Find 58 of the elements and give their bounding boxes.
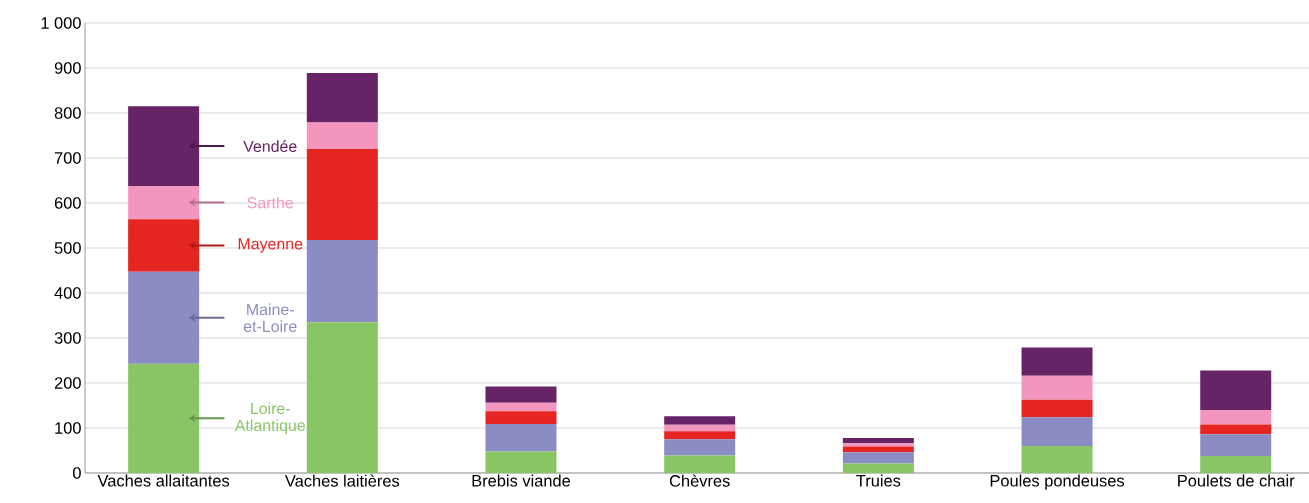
bar [306,122,378,149]
bar [842,452,914,464]
bar [1200,370,1272,410]
bar [842,437,914,444]
bar [842,446,914,453]
bar [485,386,557,403]
bar [128,363,200,473]
x-tick-label: Vaches laitières [284,474,400,487]
x-tick-label: Vaches allaitantes [97,474,230,487]
y-tick-label: 0 [73,467,81,479]
x-tick-label: Brebis viande [472,474,571,487]
bar [485,402,557,412]
bar [1200,409,1272,425]
x-tick-label: Poules pondeuses [990,474,1125,490]
y-tick-label: 800 [54,107,81,119]
bar [128,185,200,220]
y-tick-label: 100 [55,422,81,434]
bar [1200,434,1272,456]
bar [485,411,557,424]
text: Sarthe [247,196,293,209]
x-tick-label: Chèvres [669,474,730,487]
bar [306,239,378,323]
x-tick-label: Poulets de chair [1178,474,1295,487]
x-tick-label: Truies [856,474,901,487]
bar [485,423,557,452]
bar [306,322,378,473]
bar [1021,445,1093,473]
bar [1021,347,1093,376]
bar [1021,417,1093,446]
bar [664,455,736,473]
y-tick-label: 1 000 [41,17,81,29]
y-tick-label: 400 [54,287,81,299]
y-tick-label: 600 [54,197,81,209]
bar [128,271,200,364]
bar [842,463,914,473]
y-tick-label: 200 [54,377,81,389]
bar [306,148,378,240]
series-label: Loire-Atlantique [234,402,305,435]
series-label: Vendée [243,140,297,153]
series-label: Mayenne [238,238,303,253]
bar [842,443,914,447]
bar [664,439,736,456]
bar [306,72,378,123]
bar [128,106,200,186]
bar [664,416,736,425]
y-tick-label: 500 [54,242,81,254]
bar [128,219,200,272]
bar [1200,455,1272,473]
bar [1021,399,1093,418]
bar [664,424,736,432]
bar [664,431,736,440]
series-label: Maine-et-Loire [243,303,297,333]
bar [485,451,557,473]
bar [1200,424,1272,435]
y-tick-label: 700 [54,152,81,164]
bar [1021,375,1093,400]
y-tick-label: 300 [54,332,81,344]
y-tick-label: 900 [54,62,81,74]
